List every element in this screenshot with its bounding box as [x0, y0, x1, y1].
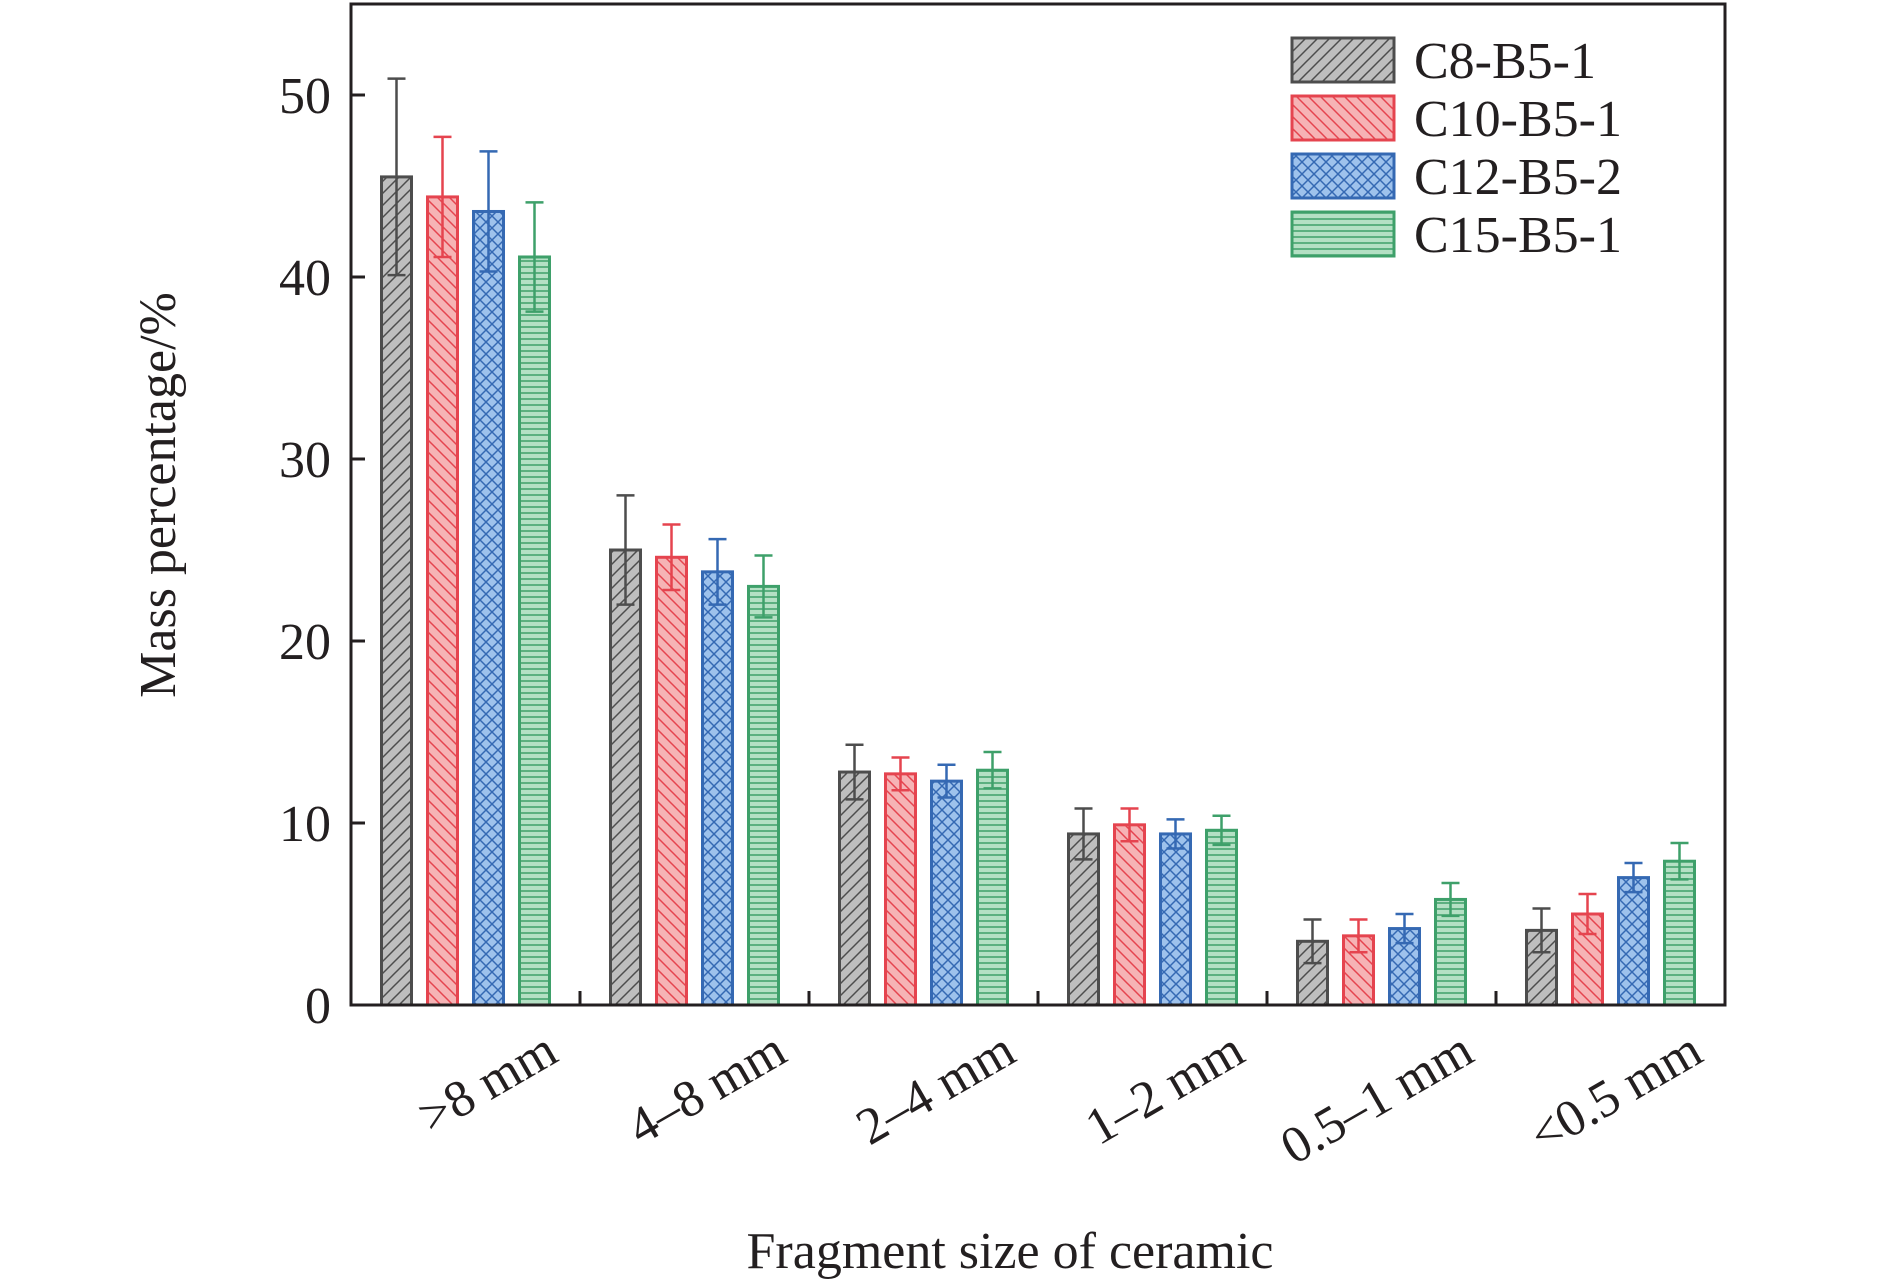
bar-C8-B5-1-1 [609, 548, 642, 1007]
x-tick-label: 1–2 mm [1076, 1021, 1253, 1156]
y-tick-label: 10 [279, 796, 331, 853]
error-bar-C12-B5-2-0 [479, 150, 498, 273]
error-bar-C8-B5-1-0 [387, 77, 406, 277]
legend-swatch-C8-B5-1 [1290, 36, 1396, 84]
bar-C10-B5-1-1 [655, 555, 688, 1007]
error-bar-C10-B5-1-0 [433, 135, 452, 259]
bar-C12-B5-2-2 [930, 779, 963, 1007]
x-tick-label: 4–8 mm [618, 1021, 795, 1156]
y-tick-label: 20 [279, 614, 331, 671]
bar-C8-B5-1-2 [838, 770, 871, 1007]
error-bar-C12-B5-2-5 [1624, 861, 1643, 894]
bar-C12-B5-2-0 [472, 209, 505, 1007]
bar-C8-B5-1-0 [380, 175, 413, 1007]
y-tick-label: 0 [305, 978, 331, 1035]
error-bar-C10-B5-1-2 [891, 756, 910, 792]
error-bar-C15-B5-1-4 [1441, 881, 1460, 918]
error-bar-C15-B5-1-5 [1670, 841, 1689, 881]
bar-C10-B5-1-2 [884, 772, 917, 1007]
error-bar-C15-B5-1-3 [1212, 814, 1231, 847]
legend-label: C15-B5-1 [1414, 207, 1622, 264]
error-bar-C12-B5-2-4 [1395, 912, 1414, 945]
x-tick-label: <0.5 mm [1520, 1021, 1712, 1164]
error-bar-C15-B5-1-2 [983, 750, 1002, 790]
error-bar-C10-B5-1-1 [662, 523, 681, 592]
bar-C15-B5-1-2 [976, 768, 1009, 1007]
legend-label: C8-B5-1 [1414, 33, 1596, 90]
bar-C12-B5-2-5 [1617, 876, 1650, 1007]
bar-C10-B5-1-3 [1113, 823, 1146, 1007]
bar-C10-B5-1-0 [426, 195, 459, 1007]
legend-swatch-C15-B5-1 [1290, 210, 1396, 258]
bar-C15-B5-1-1 [747, 584, 780, 1007]
x-tick-label: 0.5–1 mm [1271, 1021, 1482, 1176]
bar-C15-B5-1-3 [1205, 828, 1238, 1007]
error-bar-C8-B5-1-1 [616, 494, 635, 606]
error-bar-C8-B5-1-2 [845, 743, 864, 801]
legend-label: C12-B5-2 [1414, 149, 1622, 206]
error-bar-C10-B5-1-4 [1349, 918, 1368, 954]
bars-layer [380, 77, 1696, 1007]
error-bar-C12-B5-2-3 [1166, 818, 1185, 850]
error-bar-C15-B5-1-1 [754, 554, 773, 619]
bar-C12-B5-2-1 [701, 570, 734, 1007]
y-axis-label: Mass percentage/% [130, 292, 187, 698]
error-bar-C10-B5-1-3 [1120, 807, 1139, 843]
legend-swatch-C12-B5-2 [1290, 152, 1396, 200]
error-bar-C8-B5-1-5 [1532, 907, 1551, 954]
error-bar-C8-B5-1-4 [1303, 918, 1322, 965]
x-axis-label: Fragment size of ceramic [747, 1223, 1274, 1280]
bar-C12-B5-2-3 [1159, 832, 1192, 1007]
error-bar-C10-B5-1-5 [1578, 892, 1597, 936]
y-tick-label: 30 [279, 432, 331, 489]
legend-swatch-C10-B5-1 [1290, 94, 1396, 142]
x-tick-label: 2–4 mm [847, 1021, 1024, 1156]
error-bar-C15-B5-1-0 [525, 201, 544, 313]
y-tick-label: 40 [279, 250, 331, 307]
error-bar-C8-B5-1-3 [1074, 807, 1093, 861]
bar-C15-B5-1-5 [1663, 859, 1696, 1007]
error-bar-C12-B5-2-2 [937, 763, 956, 799]
bar-C15-B5-1-0 [518, 255, 551, 1007]
error-bar-C12-B5-2-1 [708, 537, 727, 606]
x-tick-label: >8 mm [409, 1021, 567, 1145]
y-tick-label: 50 [279, 68, 331, 125]
legend-label: C10-B5-1 [1414, 91, 1622, 148]
